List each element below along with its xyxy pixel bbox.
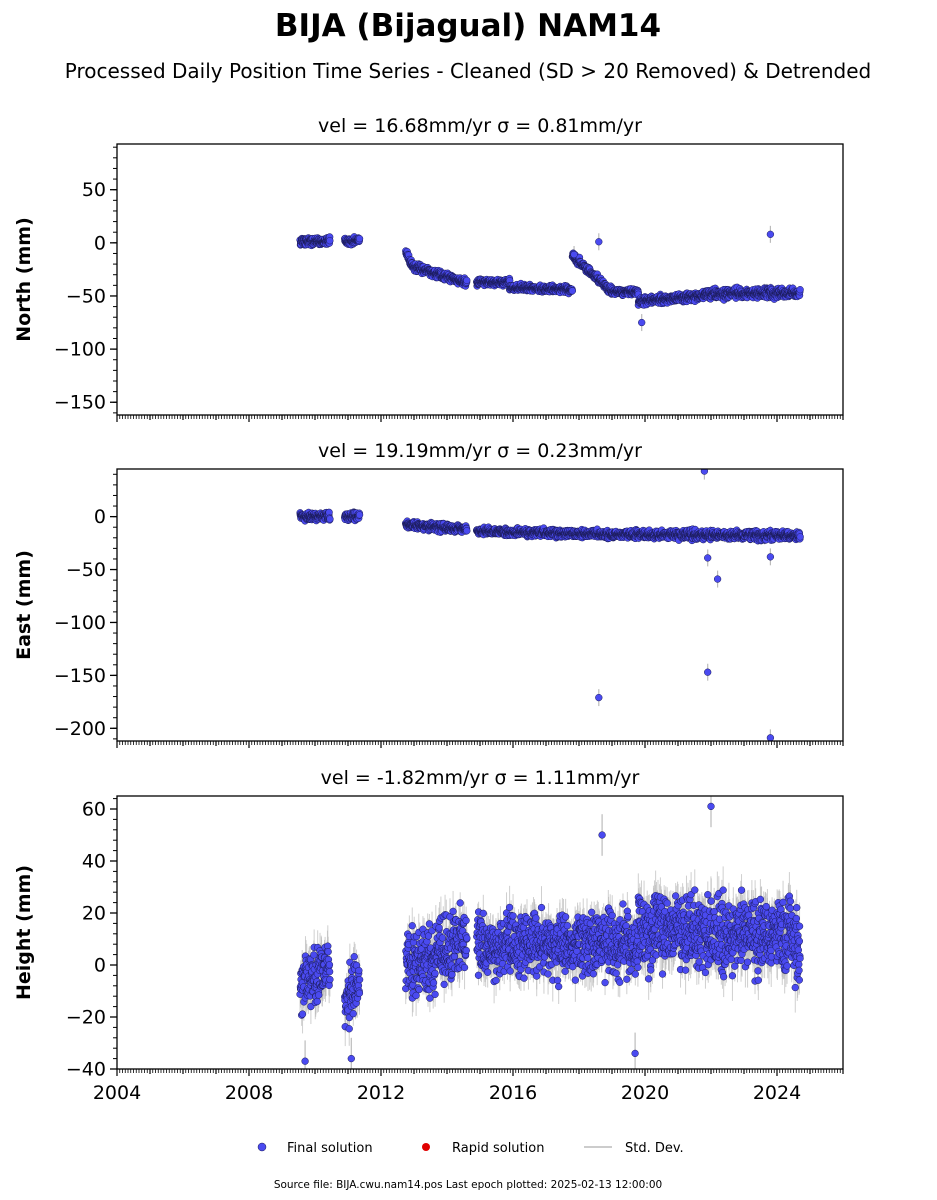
figure-title: BIJA (Bijagual) NAM14 — [275, 8, 661, 44]
y-axis-label: East (mm) — [13, 550, 35, 660]
series-final-solution — [296, 225, 804, 332]
panel-title: vel = 16.68mm/yr σ = 0.81mm/yr — [318, 115, 642, 137]
figure-subtitle: Processed Daily Position Time Series - C… — [65, 59, 871, 83]
y-tick-label: 50 — [82, 179, 106, 201]
data-point — [568, 287, 576, 295]
points — [296, 230, 804, 327]
data-point — [463, 276, 471, 285]
y-tick-label: −100 — [54, 339, 106, 361]
panel-title: vel = 19.19mm/yr σ = 0.23mm/yr — [318, 440, 642, 462]
y-axis-label: North (mm) — [13, 217, 35, 342]
data-point — [326, 237, 334, 245]
data-point-outlier — [638, 318, 646, 327]
y-tick-label: −50 — [66, 285, 106, 307]
y-tick-label: 0 — [94, 232, 106, 254]
data-point-outlier — [570, 250, 578, 259]
data-point-outlier — [766, 230, 775, 238]
stddev-bars — [299, 469, 801, 741]
data-point — [355, 235, 364, 243]
stddev-bars — [299, 225, 801, 332]
data-point-outlier — [595, 238, 603, 246]
y-tick-label: −150 — [54, 392, 106, 414]
panel-north: vel = 16.68mm/yr σ = 0.81mm/yr North (mm)… — [13, 115, 844, 422]
series-final-solution — [296, 469, 804, 741]
data-point — [796, 286, 804, 294]
